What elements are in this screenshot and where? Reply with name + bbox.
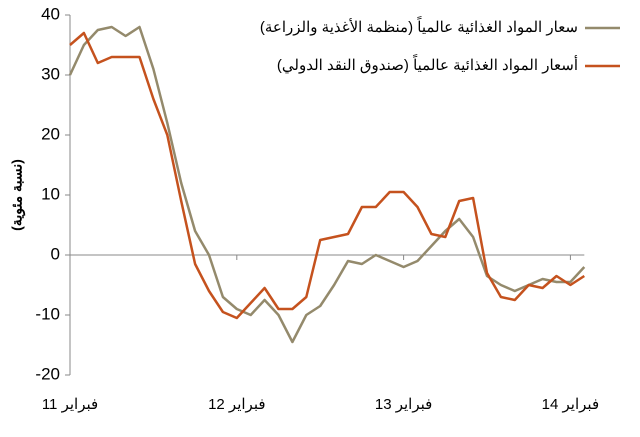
x-tick-label: فبراير 11 xyxy=(42,396,98,413)
y-tick-label: 30 xyxy=(41,64,60,83)
x-tick-label: فبراير 14 xyxy=(542,396,599,413)
x-tick-label: فبراير 12 xyxy=(208,396,265,413)
y-tick-label: 20 xyxy=(41,124,60,143)
y-tick-label: -10 xyxy=(35,304,60,323)
y-axis-label: (نسبة مئوية) xyxy=(9,159,26,231)
y-tick-label: 10 xyxy=(41,184,60,203)
legend-label: سعار المواد الغذائية عالمياً (منظمة الأغ… xyxy=(260,16,578,36)
series-line xyxy=(69,31,585,320)
legend-label: أسعار المواد الغذائية عالمياً (صندوق الن… xyxy=(277,54,578,74)
y-tick-label: 0 xyxy=(51,244,60,263)
y-tick-label: -20 xyxy=(35,364,60,383)
series-line xyxy=(68,25,586,344)
y-tick-label: 40 xyxy=(41,4,60,23)
x-tick-label: فبراير 13 xyxy=(375,396,432,413)
